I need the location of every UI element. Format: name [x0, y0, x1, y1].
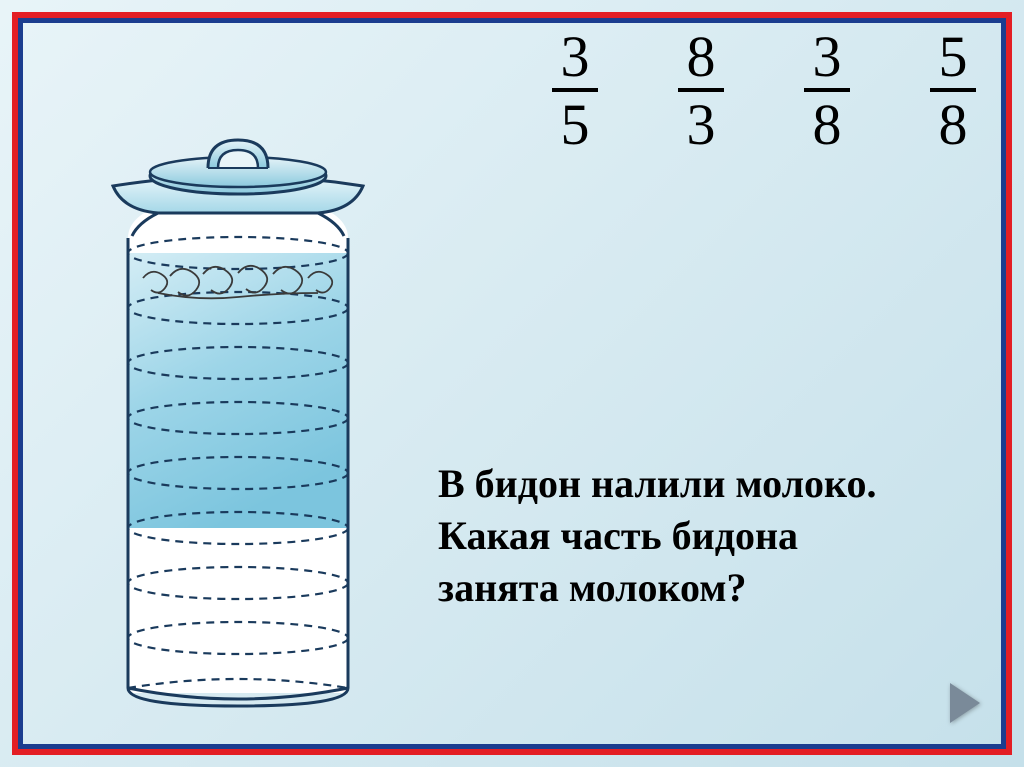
fraction-option-4[interactable]: 5 8 [930, 28, 976, 154]
question-line-1: В бидон налили молоко. [438, 458, 877, 510]
fraction-denominator: 5 [555, 92, 596, 154]
fraction-denominator: 3 [681, 92, 722, 154]
question-text: В бидон налили молоко. Какая часть бидон… [438, 458, 877, 614]
slide-frame: 3 5 8 3 3 8 5 8 В бидон налили молоко. [0, 0, 1024, 767]
fraction-option-1[interactable]: 3 5 [552, 28, 598, 154]
content-area: 3 5 8 3 3 8 5 8 В бидон налили молоко. [28, 28, 996, 739]
jug-empty-section [128, 528, 348, 693]
fraction-option-3[interactable]: 3 8 [804, 28, 850, 154]
fraction-numerator: 3 [555, 28, 596, 88]
fraction-numerator: 5 [933, 28, 974, 88]
jug-svg [88, 128, 388, 718]
fraction-denominator: 8 [933, 92, 974, 154]
next-slide-button[interactable] [950, 683, 980, 723]
fraction-numerator: 8 [681, 28, 722, 88]
question-line-3: занята молоком? [438, 562, 877, 614]
fraction-numerator: 3 [807, 28, 848, 88]
jug-handle-inner [218, 150, 258, 168]
fraction-denominator: 8 [807, 92, 848, 154]
answer-options: 3 5 8 3 3 8 5 8 [552, 28, 976, 154]
milk-jug-diagram [88, 128, 388, 718]
fraction-option-2[interactable]: 8 3 [678, 28, 724, 154]
question-line-2: Какая часть бидона [438, 510, 877, 562]
